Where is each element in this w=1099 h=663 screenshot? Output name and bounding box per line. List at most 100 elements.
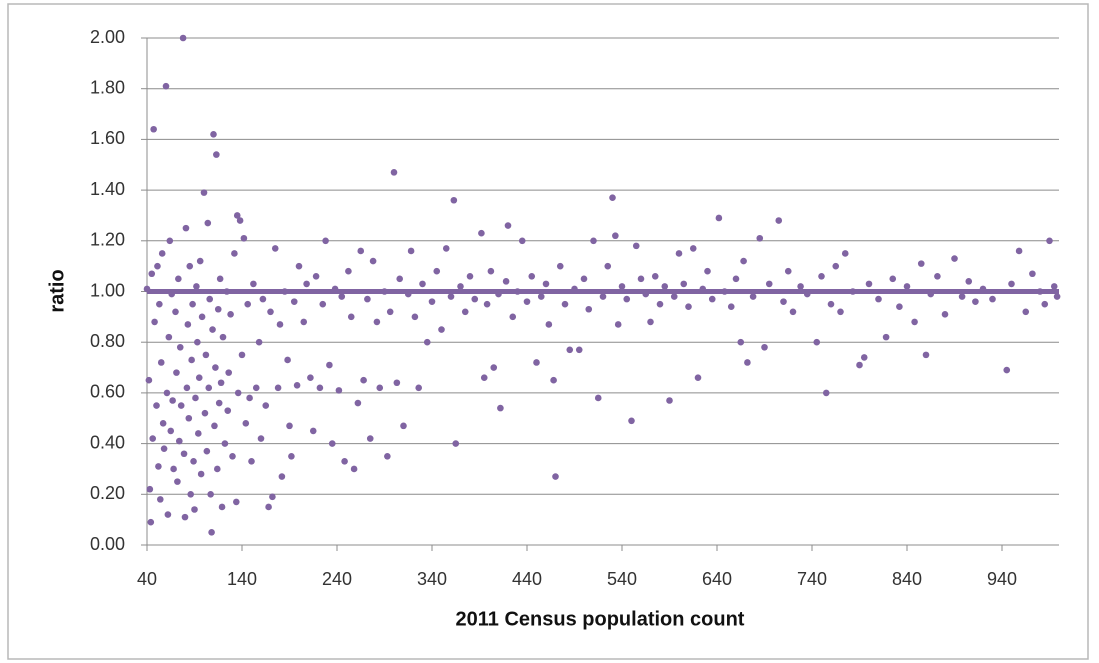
point — [192, 394, 199, 402]
point — [274, 384, 282, 392]
point — [882, 333, 890, 341]
point — [1050, 283, 1058, 290]
point — [234, 389, 242, 397]
point — [666, 397, 673, 404]
point — [497, 404, 504, 412]
point — [419, 280, 426, 288]
point — [827, 300, 835, 308]
point — [204, 219, 212, 227]
point — [675, 250, 683, 257]
point — [309, 427, 317, 435]
point — [205, 384, 213, 392]
chart-frame — [7, 3, 1089, 660]
point — [156, 300, 163, 308]
point — [423, 338, 431, 346]
point — [180, 450, 188, 458]
point — [176, 343, 184, 351]
point — [150, 125, 157, 133]
point — [172, 308, 179, 316]
point — [545, 321, 553, 328]
point — [147, 518, 155, 526]
point — [164, 511, 172, 518]
point — [556, 262, 564, 270]
point — [364, 295, 371, 303]
x-axis-title: 2011 Census population count — [456, 608, 745, 630]
point — [694, 374, 702, 381]
point — [951, 255, 958, 262]
x-tick-label: 240 — [322, 569, 352, 589]
point — [221, 440, 229, 447]
point — [614, 321, 622, 328]
point — [238, 351, 246, 359]
y-tick-label: 0.80 — [90, 331, 125, 351]
point — [628, 417, 635, 425]
point — [471, 295, 479, 303]
point — [248, 458, 255, 465]
point — [400, 422, 407, 430]
point — [637, 275, 645, 283]
point — [411, 313, 419, 321]
point — [875, 295, 882, 303]
point — [837, 308, 844, 316]
point — [561, 300, 569, 308]
point — [386, 308, 394, 316]
point — [276, 321, 284, 328]
point — [233, 212, 241, 219]
point — [740, 257, 747, 265]
point — [523, 298, 531, 305]
point — [911, 318, 918, 326]
point — [393, 379, 401, 387]
point — [647, 318, 654, 326]
point — [229, 452, 236, 460]
x-tick-label: 840 — [892, 569, 922, 589]
point — [822, 389, 830, 397]
point — [1003, 366, 1011, 374]
point — [214, 305, 222, 313]
point — [461, 308, 469, 316]
point — [242, 420, 250, 427]
y-tick-label: 1.60 — [90, 128, 125, 148]
point — [209, 326, 216, 333]
point — [265, 503, 272, 511]
point — [160, 445, 168, 452]
point — [490, 364, 498, 371]
y-tick-label: 0.20 — [90, 483, 125, 503]
point — [186, 262, 194, 270]
point — [590, 237, 597, 245]
point — [290, 298, 298, 305]
point — [542, 280, 550, 288]
point — [765, 280, 773, 288]
point — [841, 250, 849, 257]
point — [163, 389, 171, 397]
point — [216, 275, 224, 283]
point — [818, 272, 825, 280]
point — [300, 318, 308, 326]
point — [580, 275, 588, 283]
point — [604, 262, 612, 270]
point — [158, 250, 166, 257]
point — [749, 293, 757, 300]
point — [376, 384, 384, 392]
point — [865, 280, 873, 288]
point — [618, 283, 626, 290]
point — [450, 196, 458, 204]
point — [478, 229, 485, 237]
point — [312, 272, 320, 280]
point — [189, 300, 196, 308]
point — [271, 245, 279, 252]
point — [537, 293, 545, 300]
point — [187, 491, 194, 498]
point — [347, 313, 355, 321]
point — [612, 232, 619, 240]
point — [335, 387, 343, 394]
point — [284, 356, 291, 364]
point — [225, 369, 232, 376]
point — [146, 485, 154, 493]
point — [190, 458, 197, 465]
point — [196, 257, 204, 265]
point — [215, 399, 223, 407]
point — [528, 272, 536, 280]
point — [175, 275, 182, 283]
point — [218, 503, 226, 511]
